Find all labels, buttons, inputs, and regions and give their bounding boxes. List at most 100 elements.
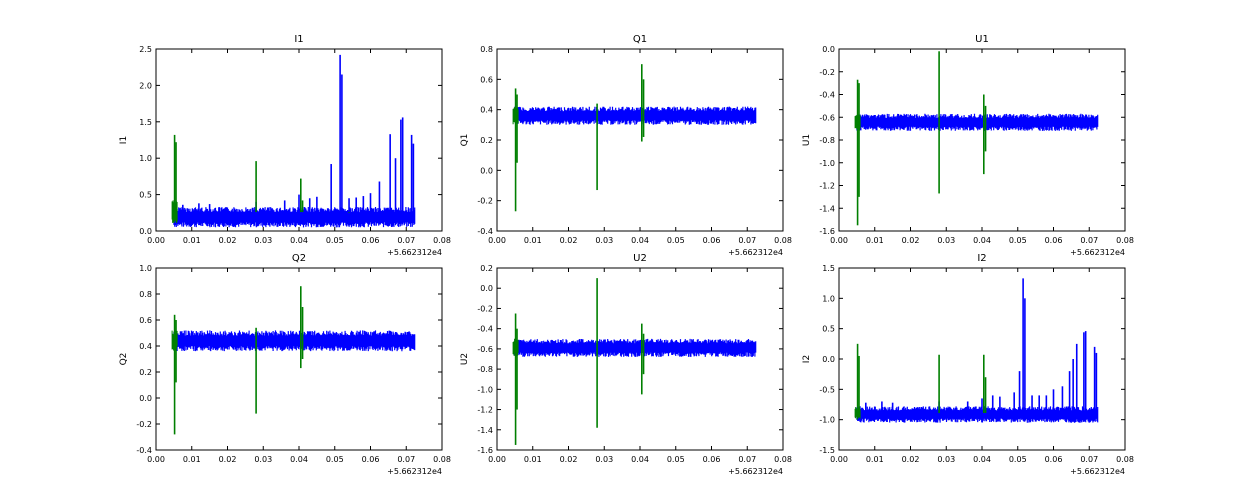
y-tick-label: -1.6 bbox=[477, 446, 493, 455]
y-tick-label: -0.6 bbox=[819, 113, 835, 122]
subplot-i1: 0.00 0.01 0.02 0.03 0.04 0.05 0.06 0.07 0.08 0.0 0… bbox=[119, 34, 451, 257]
axes-frame bbox=[838, 48, 1126, 232]
x-tick-label: 0.01 bbox=[866, 236, 884, 245]
x-tick-label: 0.00 bbox=[830, 455, 848, 464]
x-tick-label: 0.04 bbox=[290, 236, 308, 245]
y-tick-label: -1.0 bbox=[819, 416, 835, 425]
x-tick-label: 0.01 bbox=[183, 236, 201, 245]
y-tick-label: 0.0 bbox=[139, 227, 152, 236]
x-tick-label: 0.07 bbox=[397, 236, 415, 245]
x-tick-label: 0.08 bbox=[433, 236, 451, 245]
subplot-u2: 0.00 0.01 0.02 0.03 0.04 0.05 0.06 0.07 0.08 -1.6… bbox=[460, 253, 792, 476]
x-tick-label: 0.03 bbox=[595, 455, 613, 464]
y-tick-label: -1.2 bbox=[819, 182, 835, 191]
x-tick-label: 0.05 bbox=[667, 236, 685, 245]
axes-frame bbox=[496, 48, 784, 232]
y-tick-label: 0.0 bbox=[139, 394, 152, 403]
y-axis-label: I1 bbox=[119, 136, 129, 144]
chart-title: U1 bbox=[975, 34, 989, 45]
plot-area bbox=[512, 278, 757, 445]
x-tick-label: 0.01 bbox=[183, 455, 201, 464]
series-band bbox=[514, 106, 757, 125]
y-tick-label: -1.6 bbox=[819, 227, 835, 236]
y-tick-label: -0.2 bbox=[477, 197, 493, 206]
subplot-q1: 0.00 0.01 0.02 0.03 0.04 0.05 0.06 0.07 0.08 -0.4… bbox=[460, 34, 792, 257]
y-axis-label: U2 bbox=[460, 353, 470, 365]
x-offset-label: +5.662312e4 bbox=[1070, 248, 1125, 257]
y-tick-label: -1.5 bbox=[819, 446, 835, 455]
y-tick-label: 0.0 bbox=[480, 166, 493, 175]
series-2 bbox=[854, 343, 987, 420]
x-tick-label: 0.08 bbox=[1116, 236, 1134, 245]
x-tick-label: 0.00 bbox=[488, 455, 506, 464]
y-tick-label: -1.2 bbox=[477, 406, 493, 415]
chart-title: I1 bbox=[294, 34, 303, 45]
series-2 bbox=[171, 134, 350, 223]
y-tick-label: -0.5 bbox=[819, 385, 835, 394]
x-tick-label: 0.04 bbox=[631, 455, 649, 464]
axes-frame bbox=[838, 267, 1126, 451]
y-tick-label: 0.8 bbox=[480, 45, 493, 54]
x-tick-label: 0.02 bbox=[560, 455, 578, 464]
subplot-i2: 0.00 0.01 0.02 0.03 0.04 0.05 0.06 0.07 0.08 -1.5… bbox=[802, 253, 1134, 476]
y-tick-label: -1.4 bbox=[819, 204, 835, 213]
series-2 bbox=[512, 64, 645, 212]
x-tick-label: 0.00 bbox=[147, 455, 165, 464]
x-tick-label: 0.06 bbox=[362, 455, 380, 464]
series-1 bbox=[856, 113, 1099, 131]
axes-frame bbox=[496, 267, 784, 451]
x-tick-label: 0.02 bbox=[902, 236, 920, 245]
subplot-q2: 0.00 0.01 0.02 0.03 0.04 0.05 0.06 0.07 0.08 -0.4… bbox=[119, 253, 451, 476]
series-1 bbox=[856, 278, 1099, 423]
plot-area bbox=[512, 64, 757, 212]
y-tick-label: 0.0 bbox=[480, 284, 493, 293]
series-band bbox=[514, 338, 757, 357]
series-2 bbox=[512, 278, 645, 445]
x-tick-label: 0.04 bbox=[290, 455, 308, 464]
x-offset-label: +5.662312e4 bbox=[1070, 467, 1125, 476]
x-tick-label: 0.00 bbox=[830, 236, 848, 245]
series-1 bbox=[514, 338, 757, 357]
plot-area bbox=[171, 54, 416, 228]
chart-title: Q2 bbox=[292, 253, 306, 264]
x-tick-label: 0.08 bbox=[774, 236, 792, 245]
x-tick-label: 0.02 bbox=[560, 236, 578, 245]
plot-area bbox=[854, 51, 1099, 226]
series-1 bbox=[173, 54, 416, 228]
series-band bbox=[856, 113, 1099, 131]
chart-title: Q1 bbox=[633, 34, 647, 45]
y-tick-label: 0.5 bbox=[139, 191, 152, 200]
y-tick-label: 0.4 bbox=[139, 342, 152, 351]
x-tick-label: 0.03 bbox=[254, 236, 272, 245]
y-tick-label: 0.6 bbox=[480, 75, 493, 84]
y-tick-label: 0.0 bbox=[822, 45, 835, 54]
x-tick-label: 0.03 bbox=[937, 236, 955, 245]
y-tick-label: -1.4 bbox=[477, 426, 493, 435]
series-1 bbox=[514, 106, 757, 125]
x-tick-label: 0.06 bbox=[1045, 236, 1063, 245]
y-tick-label: 0.8 bbox=[139, 290, 152, 299]
y-tick-label: 1.0 bbox=[139, 264, 152, 273]
y-tick-label: 2.5 bbox=[139, 45, 152, 54]
x-tick-label: 0.07 bbox=[1080, 236, 1098, 245]
y-axis-label: U1 bbox=[802, 134, 812, 146]
x-tick-label: 0.06 bbox=[362, 236, 380, 245]
y-tick-label: -0.6 bbox=[477, 345, 493, 354]
y-tick-label: -0.8 bbox=[477, 365, 493, 374]
x-tick-label: 0.02 bbox=[219, 236, 237, 245]
x-tick-label: 0.04 bbox=[631, 236, 649, 245]
x-tick-label: 0.01 bbox=[524, 236, 542, 245]
x-tick-label: 0.05 bbox=[326, 455, 344, 464]
x-tick-label: 0.03 bbox=[595, 236, 613, 245]
x-tick-label: 0.01 bbox=[866, 455, 884, 464]
x-offset-label: +5.662312e4 bbox=[728, 248, 783, 257]
y-tick-label: 1.5 bbox=[822, 264, 835, 273]
y-tick-label: 1.5 bbox=[139, 118, 152, 127]
chart-title: I2 bbox=[977, 253, 986, 264]
x-tick-label: 0.07 bbox=[738, 455, 756, 464]
x-tick-label: 0.06 bbox=[703, 236, 721, 245]
series-1 bbox=[173, 330, 416, 352]
y-tick-label: 1.0 bbox=[822, 294, 835, 303]
y-tick-label: 1.0 bbox=[139, 154, 152, 163]
y-tick-label: -1.0 bbox=[477, 385, 493, 394]
